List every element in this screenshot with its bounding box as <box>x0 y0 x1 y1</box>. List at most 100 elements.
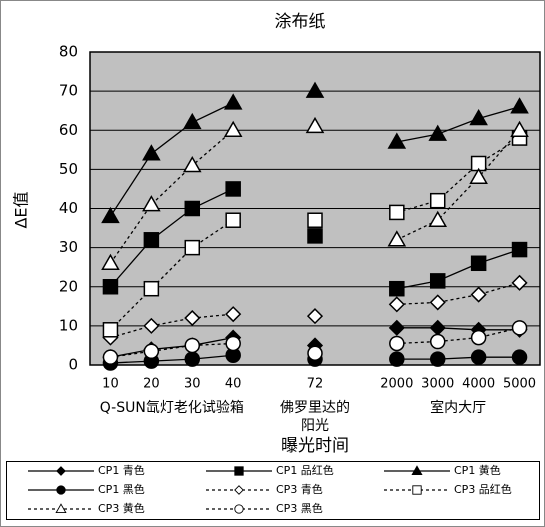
x-tick-label: 3000 <box>421 377 454 392</box>
data-point <box>102 322 119 338</box>
data-point <box>184 351 201 367</box>
y-tick-label: 50 <box>59 160 78 178</box>
data-point <box>511 274 528 291</box>
data-point <box>470 349 487 365</box>
chart-title: 涂布纸 <box>275 12 326 32</box>
data-point <box>428 124 448 141</box>
data-point <box>225 181 241 197</box>
legend-marker <box>234 466 244 476</box>
data-point <box>182 155 202 173</box>
y-tick-label: 10 <box>59 316 78 334</box>
legend-marker <box>412 485 422 495</box>
legend-marker <box>56 466 66 476</box>
legend-label: CP3 黄色 <box>98 501 145 515</box>
data-point <box>184 239 201 256</box>
data-point <box>389 335 405 352</box>
data-point <box>102 349 119 365</box>
data-point <box>184 309 201 327</box>
data-point <box>143 232 160 248</box>
data-point <box>470 286 487 303</box>
data-point <box>184 200 201 217</box>
x-tick-label: 20 <box>143 377 160 392</box>
legend-label: CP1 黑色 <box>98 482 145 496</box>
legend-label: CP1 品红色 <box>276 463 334 477</box>
x-group-label: 佛罗里达的 <box>280 400 350 416</box>
legend-marker <box>234 504 244 514</box>
data-point <box>470 329 487 346</box>
x-tick-label: 5000 <box>503 377 536 392</box>
data-point <box>428 210 448 227</box>
data-point <box>511 241 528 258</box>
legend-marker <box>55 503 67 514</box>
data-point <box>307 228 323 244</box>
data-point <box>429 273 446 289</box>
y-tick-label: 20 <box>59 277 78 295</box>
legend-label: CP3 青色 <box>276 482 323 496</box>
x-tick-label: 10 <box>102 377 119 392</box>
data-point <box>469 109 488 126</box>
series-line <box>110 327 520 358</box>
data-point <box>305 81 325 98</box>
series-line <box>109 137 520 331</box>
x-tick-label: 30 <box>184 377 201 392</box>
y-tick-label: 80 <box>59 43 78 61</box>
data-point <box>389 204 405 221</box>
legend-label: CP3 黑色 <box>276 501 323 515</box>
data-point <box>388 319 405 336</box>
y-tick-label: 60 <box>59 121 78 139</box>
series-line <box>110 327 520 358</box>
legend-marker <box>234 485 244 495</box>
data-point <box>307 212 323 228</box>
x-axis-title: 曝光时间 <box>281 436 349 456</box>
data-point <box>223 120 243 137</box>
x-tick-label: 4000 <box>462 377 495 392</box>
series-line <box>109 188 520 290</box>
x-tick-label: 2000 <box>380 377 413 392</box>
legend-box <box>6 461 540 520</box>
y-tick-label: 40 <box>59 199 78 217</box>
data-point <box>389 351 405 367</box>
data-point <box>143 343 160 360</box>
data-point <box>387 230 407 247</box>
data-point <box>307 345 323 362</box>
data-point <box>510 97 529 114</box>
data-point <box>225 335 241 352</box>
data-point <box>306 308 324 325</box>
data-point <box>143 317 160 334</box>
data-point <box>387 132 407 149</box>
data-point <box>305 116 325 134</box>
data-point <box>469 167 488 184</box>
data-point <box>102 279 119 295</box>
data-point <box>101 206 120 224</box>
legend-label: CP1 青色 <box>98 463 145 477</box>
x-group-label: 阳光 <box>301 418 329 434</box>
data-point <box>101 253 120 271</box>
y-tick-label: 30 <box>59 238 78 256</box>
data-point <box>389 280 405 297</box>
data-point <box>142 195 161 212</box>
data-point <box>225 306 242 323</box>
data-point <box>511 349 528 365</box>
x-tick-label: 40 <box>225 377 242 392</box>
x-group-label: 室内大厅 <box>430 399 486 416</box>
data-point <box>225 212 241 228</box>
y-tick-label: 70 <box>59 82 78 100</box>
y-tick-label: 0 <box>68 356 78 374</box>
x-tick-label: 72 <box>307 377 324 392</box>
data-point <box>470 255 487 272</box>
data-point <box>429 294 446 311</box>
data-point <box>223 93 243 110</box>
data-point <box>429 192 446 209</box>
legend-label: CP3 品红色 <box>454 482 512 496</box>
data-point <box>184 337 201 354</box>
legend-label: CP1 黄色 <box>454 463 501 477</box>
data-point <box>388 296 405 313</box>
data-point <box>510 120 529 137</box>
series-line <box>110 354 520 364</box>
series-line <box>109 102 520 217</box>
data-point <box>142 144 161 161</box>
data-point <box>511 320 528 336</box>
data-point <box>182 112 202 130</box>
data-point <box>429 351 446 367</box>
